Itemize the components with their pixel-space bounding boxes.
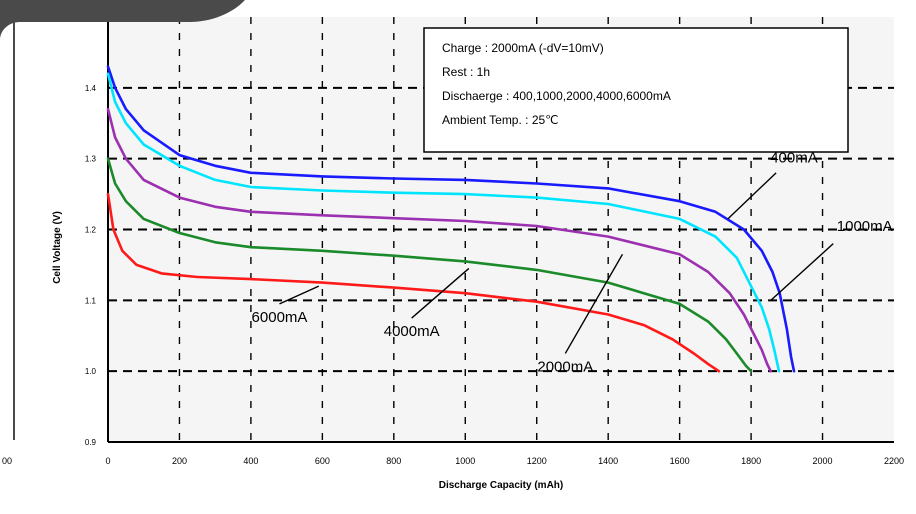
left-cut-tick-label: 00 — [2, 456, 12, 466]
series-line-400mA — [106, 65, 796, 373]
x-tick-label-600: 600 — [315, 456, 330, 466]
x-axis-title: Discharge Capacity (mAh) — [439, 480, 563, 491]
x-tick-label-1800: 1800 — [741, 456, 761, 466]
y-tick-label-1.0: 1.0 — [85, 367, 97, 376]
y-axis-title: Cell Voltage (V) — [52, 211, 63, 284]
legend-line-3: Ambient Temp. : 25℃ — [442, 113, 559, 127]
x-tick-label-400: 400 — [243, 456, 258, 466]
x-tick-label-2200: 2200 — [884, 456, 904, 466]
annotation-leader-1000mA — [770, 243, 834, 301]
series-line-6000mA — [106, 192, 721, 373]
x-tick-label-0: 0 — [105, 456, 110, 466]
annotation-label-6000mA: 6000mA — [252, 309, 308, 326]
x-tick-label-1600: 1600 — [670, 456, 690, 466]
y-tick-label-1.2: 1.2 — [85, 226, 97, 235]
annotation-leader-4000mA — [411, 267, 470, 319]
annotation-leader-400mA — [727, 172, 777, 220]
x-tick-label-800: 800 — [386, 456, 401, 466]
annotation-label-2000mA: 2000mA — [537, 358, 593, 375]
y-tick-label-0.9: 0.9 — [85, 438, 97, 447]
annotation-label-400mA: 400mA — [770, 150, 818, 167]
series-line-4000mA — [106, 157, 753, 373]
annotation-leader-6000mA — [279, 285, 320, 305]
annotation-label-1000mA: 1000mA — [837, 218, 893, 235]
annotation-leader-2000mA — [564, 253, 624, 354]
series-layer — [106, 65, 796, 373]
x-tick-label-1400: 1400 — [598, 456, 618, 466]
y-tick-label-1.3: 1.3 — [85, 155, 97, 164]
x-tick-label-1000: 1000 — [455, 456, 475, 466]
y-tick-label-1.4: 1.4 — [85, 84, 97, 93]
x-tick-label-2000: 2000 — [813, 456, 833, 466]
legend-line-1: Rest : 1h — [442, 65, 490, 79]
axes: 0 200 400 600 800 1000 1200 1400 1600 1800 2000 220… — [85, 13, 904, 466]
y-tick-label-1.1: 1.1 — [85, 296, 97, 305]
legend-line-0: Charge : 2000mA (-dV=10mV) — [442, 41, 604, 55]
x-tick-label-1200: 1200 — [527, 456, 547, 466]
legend-frame — [423, 27, 849, 153]
annotation-layer: 400mA 1000mA 2000mA 4000mA 6000mA — [252, 150, 893, 376]
series-line-2000mA — [106, 107, 773, 373]
annotation-label-4000mA: 4000mA — [384, 323, 440, 340]
legend-line-2: Dischaerge : 400,1000,2000,4000,6000mA — [442, 89, 671, 103]
x-tick-label-200: 200 — [172, 456, 187, 466]
legend-box: Charge : 2000mA (-dV=10mV) Rest : 1h Disch… — [423, 27, 849, 153]
series-line-1000mA — [106, 72, 781, 373]
